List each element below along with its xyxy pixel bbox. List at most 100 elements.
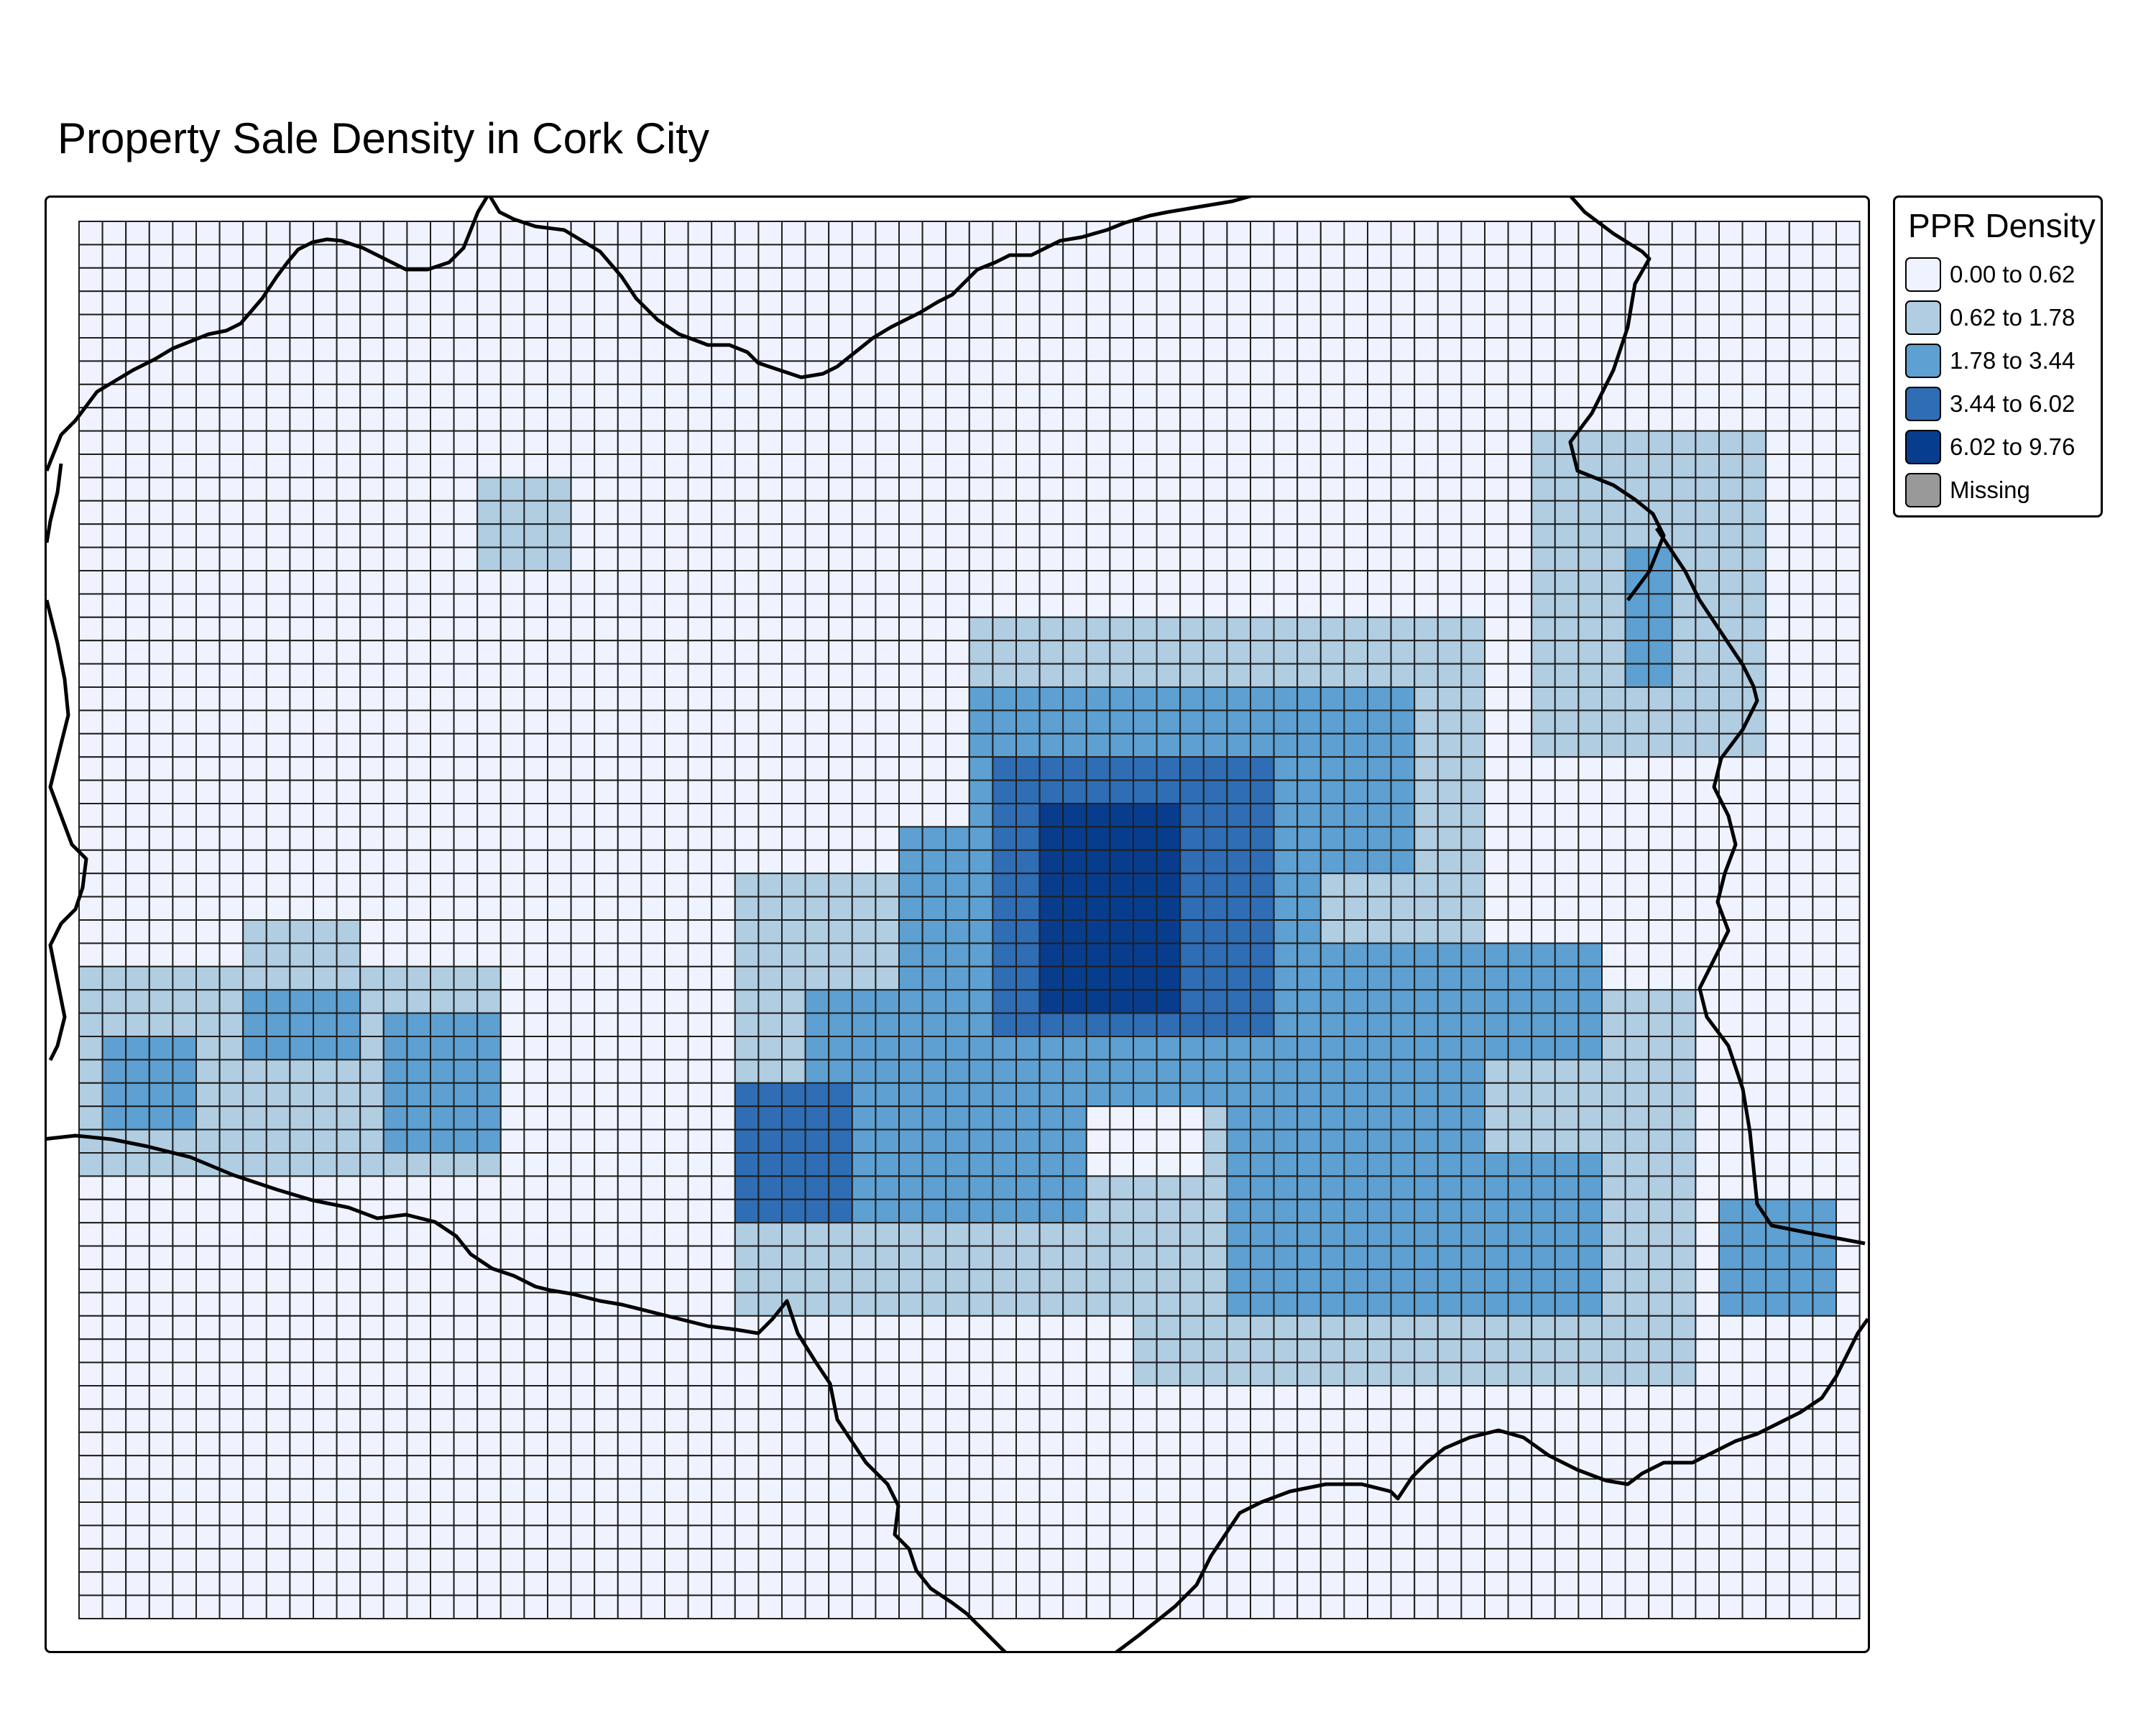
grid-cell	[1531, 570, 1556, 595]
grid-cell	[1507, 779, 1533, 804]
grid-cell	[570, 732, 596, 758]
grid-cell	[664, 337, 689, 362]
grid-cell	[1202, 942, 1228, 967]
grid-cell	[617, 1431, 642, 1457]
grid-cell	[313, 1175, 338, 1200]
grid-cell	[406, 1269, 431, 1294]
grid-cell	[78, 267, 103, 293]
grid-cell	[1741, 546, 1767, 572]
grid-cell	[359, 826, 384, 851]
legend-swatch	[1905, 430, 1941, 464]
grid-cell	[1367, 709, 1392, 735]
grid-cell	[1273, 1385, 1299, 1410]
grid-cell	[1788, 267, 1814, 293]
grid-cell	[359, 640, 384, 665]
grid-cell	[195, 1128, 221, 1154]
grid-cell	[172, 546, 197, 572]
grid-cell	[594, 965, 619, 991]
grid-cell	[1765, 640, 1790, 665]
grid-cell	[640, 383, 666, 409]
grid-cell	[1718, 523, 1743, 548]
grid-cell	[1718, 1547, 1743, 1573]
grid-cell	[523, 407, 549, 432]
grid-cell	[968, 1036, 994, 1061]
grid-cell	[78, 756, 103, 781]
grid-cell	[945, 244, 970, 269]
grid-cell	[476, 873, 502, 898]
grid-cell	[734, 1152, 760, 1177]
grid-cell	[1671, 1175, 1697, 1200]
grid-cell	[1741, 616, 1767, 642]
grid-cell	[148, 1059, 174, 1084]
grid-cell	[992, 221, 1018, 246]
grid-cell	[1765, 709, 1790, 735]
grid-cell	[687, 849, 713, 875]
grid-cell	[1601, 313, 1626, 339]
grid-cell	[1179, 1105, 1204, 1131]
grid-cell	[1531, 1105, 1556, 1131]
grid-cell	[218, 1524, 244, 1550]
grid-cell	[594, 1105, 619, 1131]
grid-cell	[1179, 244, 1204, 269]
grid-cell	[921, 570, 947, 595]
grid-cell	[1109, 1059, 1135, 1084]
grid-cell	[101, 337, 127, 362]
grid-cell	[1085, 1245, 1111, 1270]
grid-cell	[1015, 732, 1041, 758]
grid-cell	[1718, 313, 1743, 339]
grid-cell	[1202, 1571, 1228, 1596]
grid-cell	[547, 430, 572, 456]
grid-cell	[1202, 383, 1228, 409]
grid-cell	[1085, 570, 1111, 595]
grid-cell	[1296, 1222, 1322, 1247]
grid-cell	[1250, 407, 1275, 432]
grid-cell	[430, 1385, 455, 1410]
grid-cell	[1554, 1012, 1580, 1037]
grid-cell	[195, 1455, 221, 1480]
grid-cell	[1156, 1315, 1181, 1340]
grid-cell	[499, 500, 525, 525]
grid-cell	[242, 523, 267, 548]
grid-cell	[992, 1198, 1018, 1224]
grid-cell	[78, 1315, 103, 1340]
grid-cell	[804, 1082, 830, 1108]
grid-cell	[1367, 1036, 1392, 1061]
grid-cell	[1156, 360, 1181, 385]
legend-swatch	[1905, 300, 1941, 335]
grid-cell	[1414, 477, 1439, 502]
grid-cell	[265, 221, 291, 246]
grid-cell	[1250, 360, 1275, 385]
grid-cell	[1554, 1175, 1580, 1200]
grid-cell	[430, 546, 455, 572]
grid-cell	[218, 1269, 244, 1294]
grid-cell	[898, 1082, 923, 1108]
grid-cell	[968, 826, 994, 851]
grid-cell	[1648, 1594, 1673, 1619]
grid-cell	[1554, 1524, 1580, 1550]
grid-cell	[1133, 849, 1158, 875]
grid-cell	[828, 1152, 853, 1177]
grid-cell	[992, 570, 1018, 595]
grid-cell	[1577, 244, 1603, 269]
grid-cell	[687, 523, 713, 548]
grid-cell	[523, 546, 549, 572]
grid-cell	[1835, 1198, 1861, 1224]
grid-cell	[476, 1315, 502, 1340]
grid-cell	[1554, 803, 1580, 828]
grid-cell	[382, 546, 408, 572]
grid-cell	[1437, 267, 1462, 293]
grid-cell	[898, 1198, 923, 1224]
grid-cell	[1133, 1385, 1158, 1410]
grid-cell	[195, 919, 221, 944]
grid-cell	[1250, 873, 1275, 898]
grid-cell	[1695, 1501, 1720, 1527]
grid-cell	[828, 1594, 853, 1619]
grid-cell	[476, 477, 502, 502]
grid-cell	[687, 1152, 713, 1177]
grid-cell	[640, 1036, 666, 1061]
grid-cell	[1507, 873, 1533, 898]
grid-cell	[499, 1198, 525, 1224]
grid-cell	[1671, 826, 1697, 851]
grid-cell	[1788, 942, 1814, 967]
grid-cell	[1835, 709, 1861, 735]
